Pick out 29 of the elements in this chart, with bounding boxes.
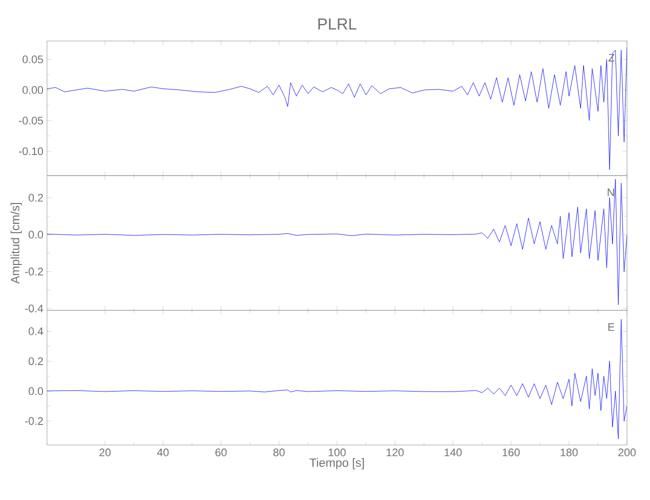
line-series xyxy=(47,319,628,440)
y-tick-label: -0.2 xyxy=(25,268,43,276)
x-tick-label: 200 xyxy=(618,448,636,456)
y-tick-label: 0.2 xyxy=(28,357,43,366)
y-tick-label: 0.4 xyxy=(28,327,44,336)
y-tick-label: -0.10 xyxy=(18,147,44,156)
annotation: E xyxy=(608,323,614,331)
x-tick-label: 60 xyxy=(215,448,227,456)
x-tick-label: 40 xyxy=(157,448,169,456)
y-tick-label: 0.00 xyxy=(22,86,44,94)
x-tick-label: 160 xyxy=(502,448,520,456)
y-tick-label: -0.05 xyxy=(18,116,44,124)
x-tick-label: 80 xyxy=(273,448,285,456)
annotation: N xyxy=(608,188,614,196)
chart-title: PLRL xyxy=(318,18,356,30)
x-tick-label: 100 xyxy=(328,448,346,456)
x-axis-title: Tiempo [s] xyxy=(310,458,364,470)
x-tick-label: 20 xyxy=(99,448,111,456)
y-tick-label: 0.0 xyxy=(28,230,44,239)
y-axis-title: Amplitud [cm/s] xyxy=(10,202,22,284)
x-tick-label: 140 xyxy=(444,448,462,456)
line-series xyxy=(47,179,628,305)
x-tick-label: 180 xyxy=(560,448,578,456)
x-tick-label: 120 xyxy=(386,448,404,456)
y-tick-label: 0.05 xyxy=(22,55,44,64)
y-tick-label: 0.0 xyxy=(28,387,44,396)
y-tick-label: -0.2 xyxy=(25,417,43,425)
y-tick-label: -0.4 xyxy=(25,304,44,312)
y-tick-label: 0.2 xyxy=(28,194,43,202)
